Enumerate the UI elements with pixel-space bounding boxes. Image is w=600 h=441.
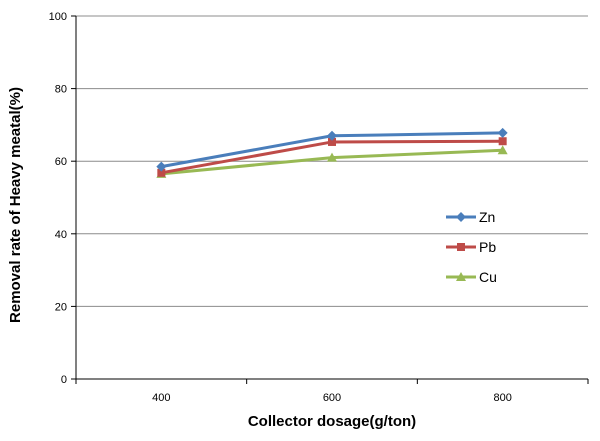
y-tick-label: 80 (55, 84, 67, 96)
data-point-zn (497, 127, 508, 138)
data-point-pb (498, 137, 507, 146)
y-axis-title: Removal rate of Heavy meatal(%) (7, 87, 24, 323)
series-group (156, 127, 508, 178)
legend-label-pb: Pb (479, 239, 496, 255)
legend: Zn Pb Cu (446, 209, 497, 285)
y-tick-label: 40 (55, 229, 67, 241)
legend-marker-pb (457, 243, 465, 251)
y-tick-label: 0 (61, 374, 67, 386)
x-tick-label: 600 (323, 392, 341, 404)
data-point-cu (497, 145, 508, 155)
legend-marker-zn (456, 212, 466, 222)
data-point-zn (156, 161, 167, 172)
data-point-zn (327, 130, 337, 141)
x-axis-title: Collector dosage(g/ton) (248, 413, 416, 430)
y-tick-label: 60 (55, 156, 67, 168)
series-zn (156, 127, 508, 172)
legend-marker-cu (456, 272, 466, 281)
legend-label-cu: Cu (479, 269, 497, 285)
y-tick-label: 20 (55, 301, 67, 313)
y-tick-labels: 0 20 40 60 80 100 (49, 11, 67, 386)
x-tick-label: 800 (493, 392, 511, 404)
legend-item-pb: Pb (446, 239, 496, 255)
legend-item-zn: Zn (446, 209, 495, 225)
legend-item-cu: Cu (446, 269, 497, 285)
x-tick-labels: 400 600 800 (152, 392, 512, 404)
data-point-cu (327, 152, 337, 162)
data-point-pb (328, 137, 336, 146)
series-pb (157, 137, 507, 177)
y-tick-label: 100 (49, 11, 67, 23)
data-point-pb (157, 168, 166, 177)
axes (71, 15, 589, 384)
legend-label-zn: Zn (479, 209, 495, 225)
x-tick-label: 400 (152, 392, 170, 404)
